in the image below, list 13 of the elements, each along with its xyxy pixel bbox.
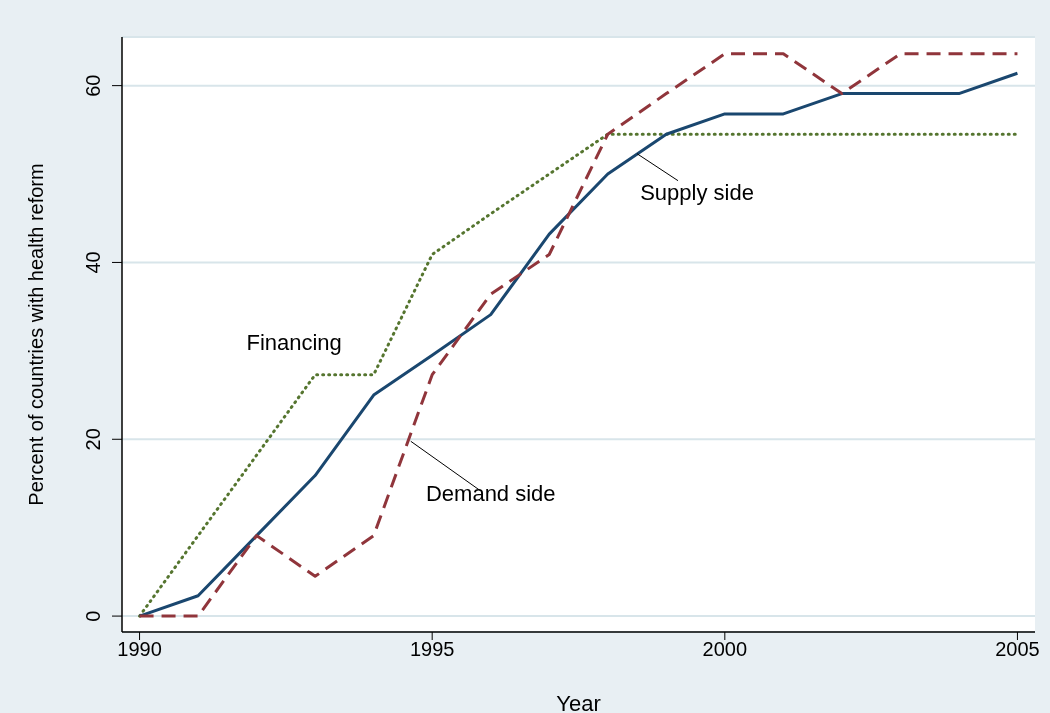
y-tick-label: 20 — [82, 428, 104, 451]
y-tick-label: 60 — [82, 74, 104, 97]
y-tick-label: 40 — [82, 251, 104, 274]
x-axis-title: Year — [556, 691, 601, 713]
x-tick-label: 2000 — [702, 638, 748, 661]
x-tick-label: 2005 — [995, 638, 1040, 661]
y-tick-label: 0 — [82, 610, 104, 622]
annotation: Supply side — [640, 180, 754, 206]
annotation: Demand side — [425, 480, 556, 506]
y-axis-title: Percent of countries with health reform — [25, 163, 48, 506]
annotation: Financing — [246, 330, 342, 356]
x-tick-label: 1990 — [117, 638, 162, 661]
x-tick-label: 1995 — [409, 638, 455, 661]
